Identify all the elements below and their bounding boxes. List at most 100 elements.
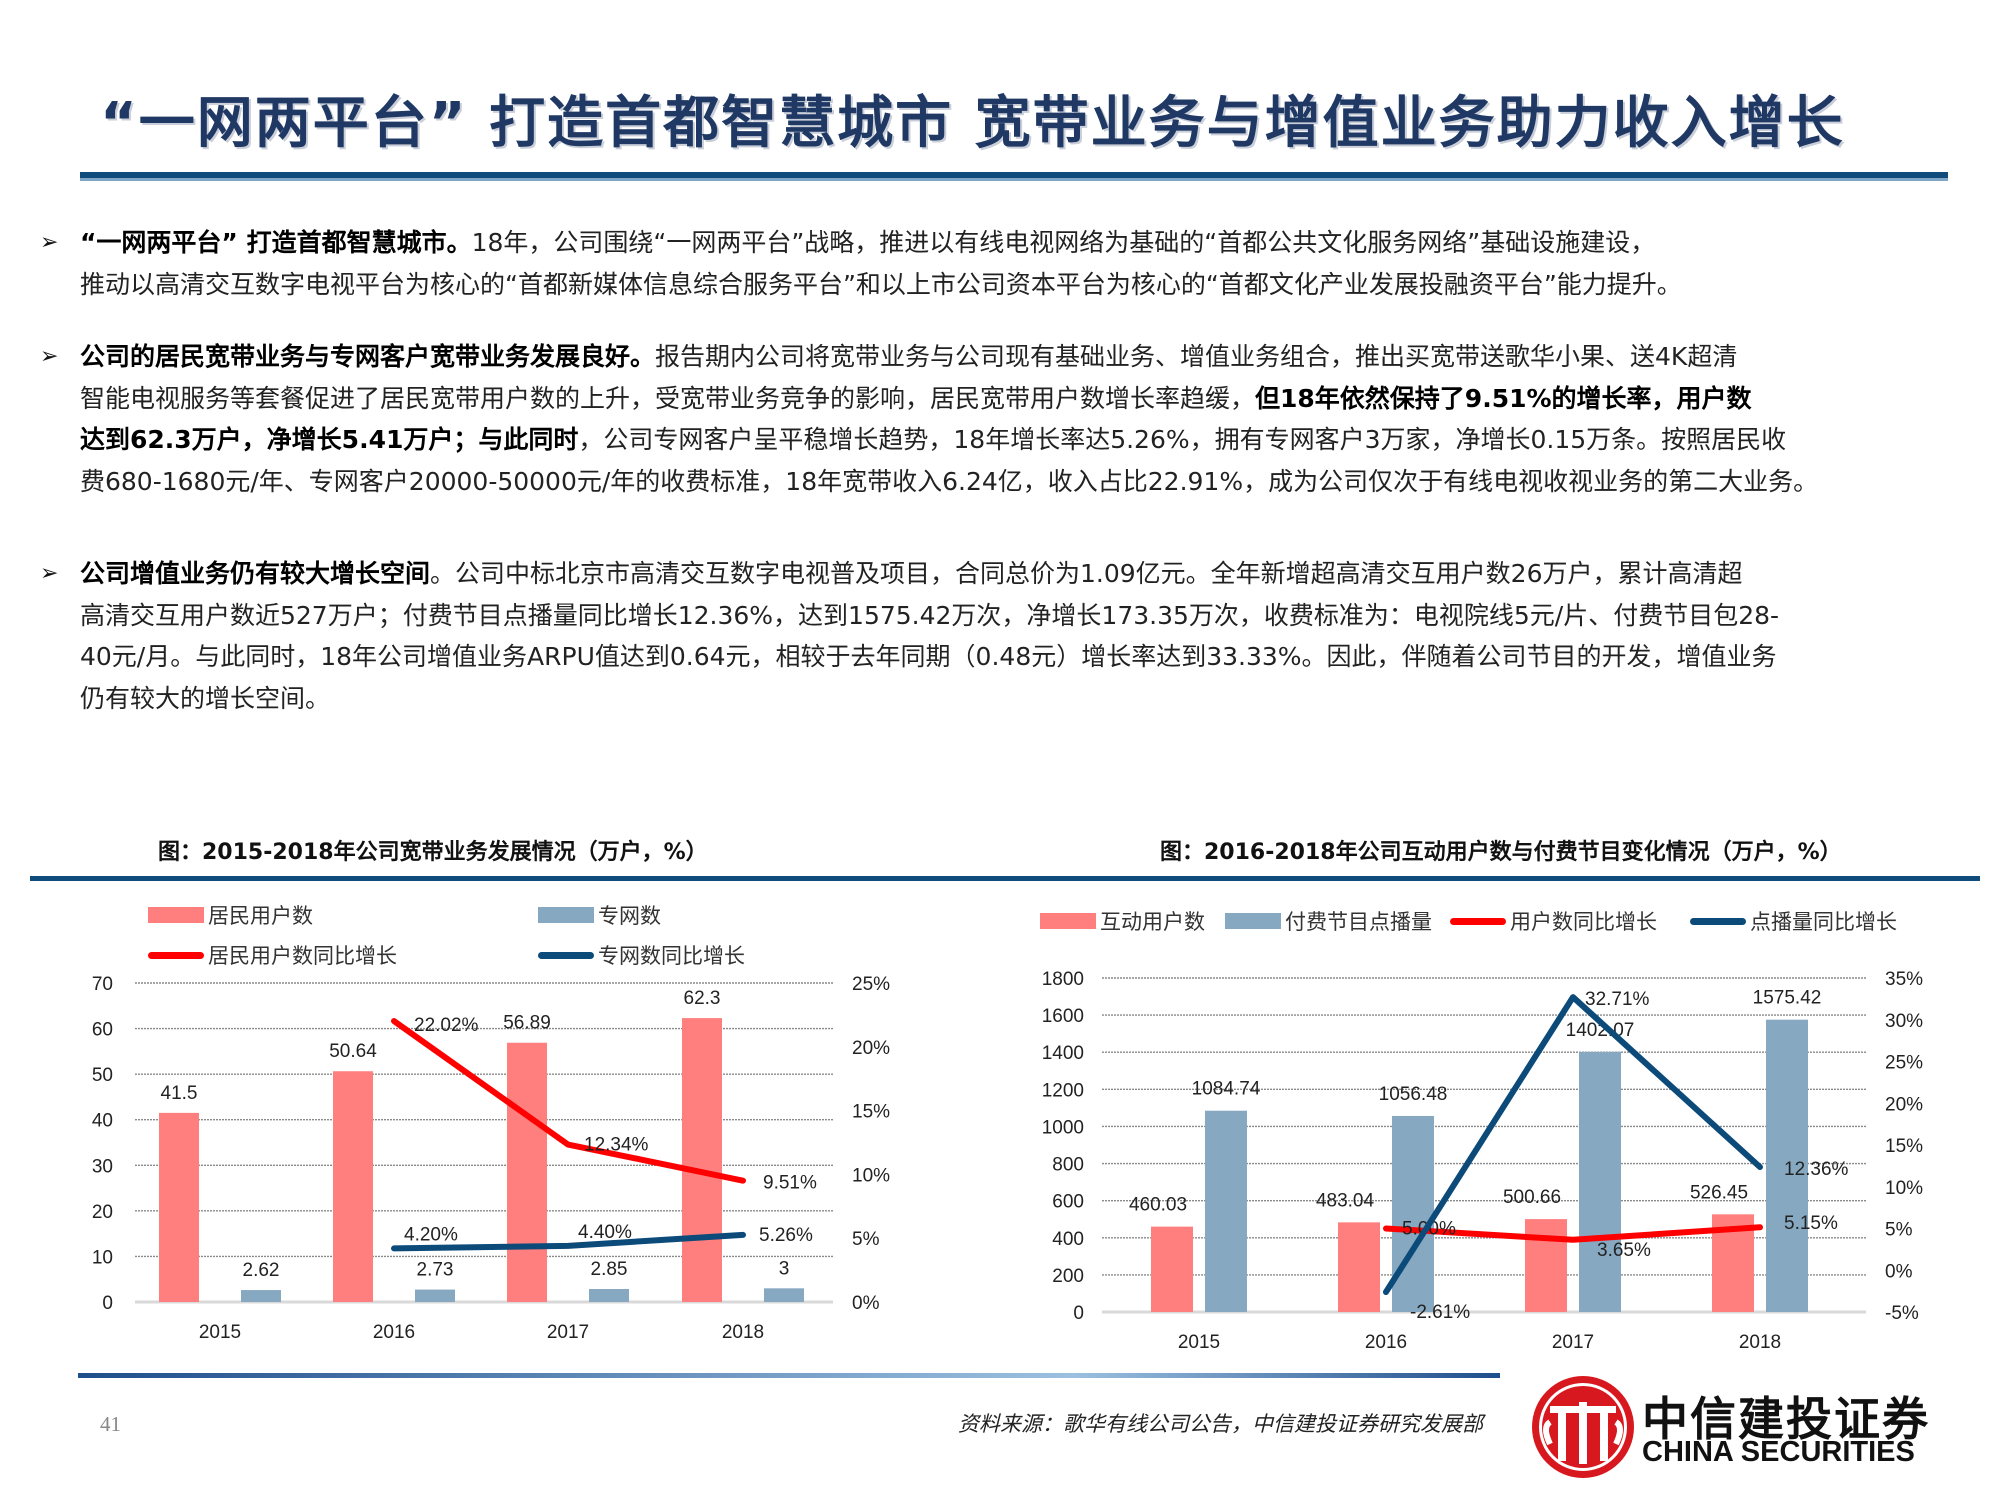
x-axis-tick: 2016 (1365, 1332, 1407, 1353)
legend-swatch-icon (538, 907, 594, 923)
china-securities-logo-icon (1532, 1376, 1634, 1478)
y-axis-right-tick: 0% (852, 1293, 880, 1314)
paragraph-line: 推动以高清交互数字电视平台为核心的“首都新媒体信息综合服务平台”和以上市公司资本… (80, 264, 1940, 306)
bar (507, 1042, 547, 1302)
y-axis-right-tick: 15% (852, 1102, 890, 1123)
legend-item-private-growth: 专网数同比增长 (538, 940, 745, 970)
line-value-label: 4.40% (578, 1222, 632, 1243)
arrow-right-icon: ➢ (40, 230, 59, 255)
line-value-label: 5.26% (759, 1225, 813, 1246)
bar (1151, 1226, 1193, 1312)
y-axis-left-tick: 1800 (1042, 969, 1084, 990)
line-value-label: 9.51% (763, 1173, 817, 1194)
body-text: 费680-1680元/年、专网客户20000-50000元/年的收费标准，18年… (80, 466, 1819, 496)
chart-section-divider (30, 876, 1980, 881)
emphasis-text: “一网两平台” 打造首都智慧城市。 (80, 228, 472, 257)
arrow-right-icon: ➢ (40, 344, 59, 369)
line-series (1383, 994, 1763, 1296)
y-axis-left-tick: 1600 (1042, 1006, 1084, 1027)
body-text: 智能电视服务等套餐促进了居民宽带用户数的上升，受宽带业务竞争的影响，居民宽带用户… (80, 383, 1256, 413)
x-axis-tick: 2016 (373, 1322, 415, 1343)
paragraph-line: “一网两平台” 打造首都智慧城市。18年，公司围绕“一网两平台”战略，推进以有线… (80, 222, 1940, 264)
body-text: 推动以高清交互数字电视平台为核心的“首都新媒体信息综合服务平台”和以上市公司资本… (80, 269, 1682, 299)
line-series (391, 1018, 746, 1184)
paragraph-line: 达到62.3万户，净增长5.41万户；与此同时，公司专网客户呈平稳增长趋势，18… (80, 419, 1940, 461)
legend-line-icon (538, 951, 594, 959)
body-text: ，公司专网客户呈平稳增长趋势，18年增长率达5.26%，拥有专网客户3万家，净增… (578, 425, 1787, 454)
y-axis-right-tick: 20% (1885, 1094, 1923, 1115)
bar-value-label: 1575.42 (1753, 988, 1822, 1009)
line-series (391, 1231, 746, 1252)
y-axis-left-tick: 10 (92, 1247, 113, 1268)
bar-value-label: 2.85 (591, 1259, 628, 1280)
bar-value-label: 460.03 (1129, 1195, 1187, 1216)
bar-value-label: 483.04 (1316, 1190, 1375, 1211)
y-axis-right-tick: 10% (1885, 1178, 1923, 1199)
y-axis-left-tick: 200 (1052, 1266, 1084, 1287)
legend-swatch-icon (1040, 913, 1096, 929)
bar (333, 1071, 373, 1302)
bar-value-label: 62.3 (684, 988, 721, 1009)
legend-item-vod-growth: 点播量同比增长 (1690, 906, 1897, 936)
line-value-label: 4.20% (404, 1224, 458, 1245)
legend-label: 付费节目点播量 (1285, 910, 1432, 934)
emphasis-text: 但18年依然保持了9.51%的增长率，用户数 (1255, 383, 1752, 413)
logo-text-cn: 中信建投证券 (1642, 1392, 1930, 1446)
y-axis-left-tick: 30 (92, 1156, 113, 1177)
y-axis-right-tick: 25% (1885, 1053, 1923, 1074)
paragraph-line: 公司增值业务仍有较大增长空间。公司中标北京市高清交互数字电视普及项目，合同总价为… (80, 553, 1940, 595)
x-axis-tick: 2015 (199, 1322, 241, 1343)
bar-value-label: 2.73 (417, 1260, 454, 1281)
y-axis-left-tick: 50 (92, 1065, 113, 1086)
chart-title-interactive: 图：2016-2018年公司互动用户数与付费节目变化情况（万户，%） (1160, 840, 1842, 865)
x-axis-tick: 2017 (547, 1322, 589, 1343)
legend-item-vod-plays: 付费节目点播量 (1225, 906, 1432, 936)
legend-label: 互动用户数 (1100, 910, 1205, 934)
line-value-label: 12.34% (584, 1135, 649, 1156)
emphasis-text: 公司增值业务仍有较大增长空间 (80, 559, 431, 588)
y-axis-left-tick: 60 (92, 1020, 113, 1041)
logo-text-en: CHINA SECURITIES (1642, 1436, 1915, 1468)
y-axis-right-tick: 10% (852, 1165, 890, 1186)
body-text: 18年，公司围绕“一网两平台”战略，推进以有线电视网络为基础的“首都公共文化服务… (471, 228, 1656, 257)
legend-item-interactive-users: 互动用户数 (1040, 906, 1205, 936)
body-text: 。公司中标北京市高清交互数字电视普及项目，合同总价为1.09亿元。全年新增超高清… (430, 559, 1743, 588)
emphasis-text: 公司的居民宽带业务与专网客户宽带业务发展良好。 (80, 342, 656, 371)
legend-line-icon (1690, 917, 1746, 925)
legend-label: 点播量同比增长 (1750, 910, 1897, 934)
line-value-label: 22.02% (414, 1015, 479, 1036)
legend-line-icon (1450, 917, 1506, 925)
y-axis-left-tick: 600 (1052, 1192, 1084, 1213)
bar (682, 1018, 722, 1302)
legend-item-private-network: 专网数 (538, 900, 661, 930)
paragraph-line: 智能电视服务等套餐促进了居民宽带用户数的上升，受宽带业务竞争的影响，居民宽带用户… (80, 378, 1940, 420)
legend-item-residential-users: 居民用户数 (148, 900, 313, 930)
y-axis-right-tick: 0% (1885, 1261, 1913, 1282)
legend-item-residential-growth: 居民用户数同比增长 (148, 940, 397, 970)
bullet-paragraph-1: ➢ “一网两平台” 打造首都智慧城市。18年，公司围绕“一网两平台”战略，推进以有… (40, 222, 1940, 306)
bar-value-label: 526.45 (1690, 1182, 1748, 1203)
y-axis-right-tick: -5% (1885, 1303, 1919, 1324)
bar-value-label: 2.62 (243, 1260, 280, 1281)
legend-swatch-icon (148, 907, 204, 923)
page-title: “一网两平台” 打造首都智慧城市 宽带业务与增值业务助力收入增长 (100, 91, 1845, 156)
y-axis-right-tick: 15% (1885, 1136, 1923, 1157)
line-value-label: 12.36% (1784, 1159, 1849, 1180)
page-number: 41 (100, 1412, 121, 1436)
paragraph-line: 公司的居民宽带业务与专网客户宽带业务发展良好。报告期内公司将宽带业务与公司现有基… (80, 336, 1940, 378)
line-value-label: -2.61% (1410, 1302, 1470, 1323)
title-divider (80, 172, 1948, 178)
body-text: 高清交互用户数近527万户；付费节目点播量同比增长12.36%，达到1575.4… (80, 600, 1780, 630)
paragraph-line: 高清交互用户数近527万户；付费节目点播量同比增长12.36%，达到1575.4… (80, 595, 1940, 637)
emphasis-text: 达到62.3万户，净增长5.41万户；与此同时 (80, 425, 579, 454)
bar (241, 1290, 281, 1302)
bar-value-label: 1084.74 (1192, 1079, 1261, 1100)
legend-label: 专网数 (598, 904, 661, 928)
y-axis-left-tick: 0 (102, 1293, 113, 1314)
y-axis-left-tick: 70 (92, 974, 113, 995)
line-value-label: 3.65% (1597, 1240, 1651, 1261)
y-axis-right-tick: 30% (1885, 1011, 1923, 1032)
paragraph-line: 仍有较大的增长空间。 (80, 678, 1940, 720)
source-note: 资料来源：歌华有线公司公告，中信建投证券研究发展部 (958, 1412, 1483, 1436)
x-axis-tick: 2017 (1552, 1332, 1594, 1353)
